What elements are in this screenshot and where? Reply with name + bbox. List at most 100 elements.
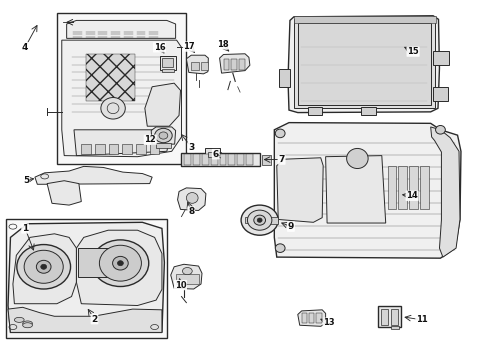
Bar xyxy=(409,166,418,209)
Text: 1: 1 xyxy=(22,224,28,233)
Ellipse shape xyxy=(14,318,24,322)
Polygon shape xyxy=(35,166,152,184)
Text: 12: 12 xyxy=(145,135,156,144)
Text: 5: 5 xyxy=(23,176,29,185)
Ellipse shape xyxy=(247,210,272,230)
Text: 11: 11 xyxy=(416,315,428,324)
Bar xyxy=(5,220,167,338)
Bar xyxy=(279,69,290,87)
Text: 17: 17 xyxy=(183,42,195,51)
Text: 15: 15 xyxy=(407,47,419,56)
Polygon shape xyxy=(151,127,175,144)
Ellipse shape xyxy=(436,126,445,134)
Text: 6: 6 xyxy=(213,150,219,159)
Bar xyxy=(175,274,199,284)
Polygon shape xyxy=(74,130,172,156)
Bar xyxy=(245,217,256,223)
Polygon shape xyxy=(67,21,175,39)
Ellipse shape xyxy=(23,321,32,326)
Bar xyxy=(184,154,191,165)
Polygon shape xyxy=(47,181,81,205)
Ellipse shape xyxy=(257,218,262,222)
Bar xyxy=(160,56,175,69)
Polygon shape xyxy=(76,230,162,306)
Text: 13: 13 xyxy=(323,318,335,327)
Polygon shape xyxy=(186,55,208,74)
Text: 18: 18 xyxy=(217,40,228,49)
Polygon shape xyxy=(171,264,202,289)
Bar xyxy=(220,154,226,165)
Bar xyxy=(150,144,159,154)
Polygon shape xyxy=(274,123,461,258)
Bar xyxy=(308,107,322,115)
Bar xyxy=(294,17,436,23)
Bar xyxy=(162,69,173,72)
Bar xyxy=(78,248,117,277)
Bar xyxy=(388,166,396,209)
Bar xyxy=(95,144,105,154)
Bar xyxy=(237,154,244,165)
Text: 14: 14 xyxy=(406,191,418,200)
Text: 10: 10 xyxy=(175,280,186,289)
Ellipse shape xyxy=(241,205,278,235)
Polygon shape xyxy=(62,40,181,157)
Bar xyxy=(239,59,245,69)
Bar xyxy=(109,144,119,154)
Bar xyxy=(81,144,91,154)
Text: 16: 16 xyxy=(154,43,165,52)
Bar xyxy=(223,59,229,69)
Bar xyxy=(309,313,315,323)
Bar xyxy=(231,59,237,69)
Ellipse shape xyxy=(36,260,51,273)
Bar xyxy=(302,313,307,323)
Polygon shape xyxy=(8,222,164,332)
Ellipse shape xyxy=(186,193,198,203)
Text: 8: 8 xyxy=(188,207,195,216)
Polygon shape xyxy=(277,158,323,222)
Bar xyxy=(57,13,186,164)
Bar xyxy=(208,152,217,157)
Bar xyxy=(181,153,260,166)
Polygon shape xyxy=(220,54,250,73)
Text: 3: 3 xyxy=(188,143,195,152)
Polygon shape xyxy=(8,307,162,332)
Bar xyxy=(201,62,208,69)
Bar xyxy=(191,62,198,69)
Text: 2: 2 xyxy=(91,315,98,324)
Bar xyxy=(398,166,407,209)
Polygon shape xyxy=(177,188,206,211)
Ellipse shape xyxy=(23,323,32,328)
Ellipse shape xyxy=(24,250,63,283)
Ellipse shape xyxy=(155,129,172,143)
Ellipse shape xyxy=(254,215,266,225)
Bar xyxy=(269,217,278,224)
Bar xyxy=(86,54,135,101)
Ellipse shape xyxy=(113,256,128,270)
Polygon shape xyxy=(431,127,460,257)
Ellipse shape xyxy=(101,98,125,119)
Ellipse shape xyxy=(17,244,71,289)
Bar xyxy=(317,313,322,323)
Text: 4: 4 xyxy=(22,43,28,52)
Text: 9: 9 xyxy=(288,222,294,231)
Bar xyxy=(420,166,429,209)
Bar xyxy=(211,154,218,165)
Ellipse shape xyxy=(99,245,142,281)
Polygon shape xyxy=(288,16,440,113)
Polygon shape xyxy=(326,156,386,223)
Bar xyxy=(202,154,209,165)
Ellipse shape xyxy=(346,148,368,168)
Bar xyxy=(298,23,431,105)
Bar xyxy=(136,144,146,154)
Bar xyxy=(228,154,235,165)
Bar xyxy=(391,325,399,329)
Bar xyxy=(162,58,172,67)
Bar xyxy=(433,51,449,65)
Bar xyxy=(246,154,253,165)
Ellipse shape xyxy=(182,267,192,275)
Bar xyxy=(156,143,171,148)
Bar xyxy=(378,306,401,327)
Ellipse shape xyxy=(275,244,285,252)
Ellipse shape xyxy=(118,261,123,266)
Polygon shape xyxy=(145,83,180,126)
